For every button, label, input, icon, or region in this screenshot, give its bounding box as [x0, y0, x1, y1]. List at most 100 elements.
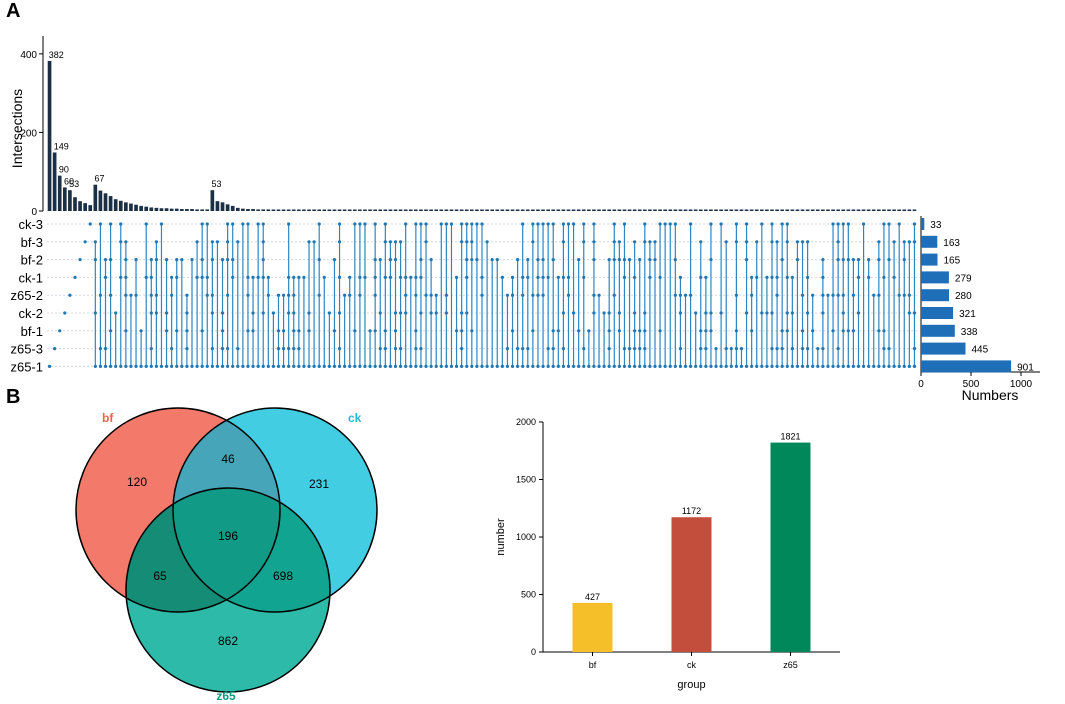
membership-dot — [678, 347, 683, 351]
membership-dot — [388, 258, 393, 262]
membership-dot — [348, 275, 352, 279]
membership-dot — [297, 347, 301, 351]
intersection-bar — [52, 152, 57, 211]
membership-dot — [287, 347, 291, 351]
membership-dot — [460, 311, 464, 315]
intersection-bar — [744, 209, 749, 211]
membership-dot — [841, 364, 845, 368]
membership-dot — [780, 222, 784, 226]
membership-dot — [348, 293, 352, 297]
membership-dot — [307, 364, 311, 368]
membership-dot — [449, 222, 454, 226]
membership-dot — [337, 240, 342, 244]
membership-dot — [612, 222, 616, 226]
intersection-bar — [663, 209, 667, 211]
membership-dot — [887, 347, 891, 351]
membership-dot — [663, 364, 667, 368]
intersection-bar — [276, 209, 281, 211]
membership-dot — [261, 240, 265, 244]
intersection-bar — [62, 187, 67, 211]
intersection-bar — [291, 209, 296, 211]
membership-dot — [210, 240, 214, 244]
membership-dot — [541, 222, 545, 226]
membership-dot — [592, 240, 596, 244]
membership-dot — [154, 364, 158, 368]
membership-dot — [205, 364, 209, 368]
membership-dot — [98, 293, 103, 297]
intersection-bar — [597, 209, 601, 211]
membership-dot — [287, 311, 291, 315]
intersection-bar — [698, 209, 703, 211]
set-size-bar — [921, 271, 949, 284]
membership-dot — [561, 222, 566, 226]
intersection-bar — [98, 190, 103, 211]
membership-dot — [231, 275, 235, 279]
membership-dot — [236, 347, 240, 351]
membership-dot — [856, 258, 861, 262]
membership-dot — [307, 311, 311, 315]
bar-value-label: 1821 — [780, 432, 800, 442]
membership-dot — [164, 258, 169, 262]
intersection-bar — [179, 209, 184, 211]
membership-dot — [53, 347, 57, 351]
membership-dot — [465, 275, 469, 279]
membership-dot — [271, 364, 276, 368]
membership-dot — [103, 275, 108, 279]
membership-dot — [388, 275, 393, 279]
membership-dot — [704, 311, 708, 315]
membership-dot — [907, 293, 911, 297]
membership-dot — [592, 258, 596, 262]
membership-dot — [638, 364, 642, 368]
membership-dot — [536, 222, 540, 226]
intersection-bar — [317, 209, 322, 211]
intersection-bar — [449, 209, 454, 211]
membership-dot — [124, 364, 128, 368]
intersection-bar — [653, 209, 657, 211]
membership-dot — [383, 347, 387, 351]
intersection-bar — [897, 209, 902, 211]
membership-dot — [495, 258, 499, 262]
membership-dot — [337, 222, 342, 226]
membership-dot — [816, 364, 820, 368]
membership-dot — [556, 275, 560, 279]
intersection-bar — [759, 209, 764, 211]
membership-dot — [500, 364, 504, 368]
membership-dot — [607, 347, 611, 351]
venn-diagram: bf ck z65 120 231 862 46 65 698 196 — [75, 407, 378, 703]
membership-dot — [790, 347, 794, 351]
intersection-bar — [256, 209, 260, 211]
intersection-bar — [347, 209, 352, 211]
membership-dot — [633, 329, 637, 333]
membership-dot — [444, 364, 448, 368]
membership-dot — [709, 258, 713, 262]
intersection-bar — [637, 209, 642, 211]
membership-dot — [180, 364, 184, 368]
membership-dot — [775, 240, 779, 244]
membership-dot — [912, 240, 917, 244]
membership-dot — [358, 222, 362, 226]
membership-dot — [536, 258, 540, 262]
membership-dot — [821, 293, 825, 297]
membership-dot — [836, 258, 840, 262]
membership-dot — [836, 364, 840, 368]
intersection-bar — [551, 209, 556, 211]
membership-dot — [841, 311, 845, 315]
membership-dot — [414, 364, 418, 368]
membership-dot — [510, 275, 515, 279]
membership-dot — [246, 329, 250, 333]
membership-dot — [190, 364, 194, 368]
membership-dot — [587, 329, 591, 333]
membership-dot — [317, 258, 321, 262]
membership-dot — [429, 364, 433, 368]
intersection-bar — [414, 209, 418, 211]
set-size-value-label: 338 — [961, 327, 978, 338]
membership-dot — [841, 222, 845, 226]
membership-dot — [378, 258, 382, 262]
intersection-value-label: 149 — [54, 141, 69, 151]
membership-dot — [439, 222, 443, 226]
y-tick-label: 2000 — [516, 417, 536, 427]
membership-dot — [912, 222, 917, 226]
membership-dot — [246, 275, 250, 279]
membership-dot — [521, 222, 525, 226]
membership-dot — [744, 222, 749, 226]
